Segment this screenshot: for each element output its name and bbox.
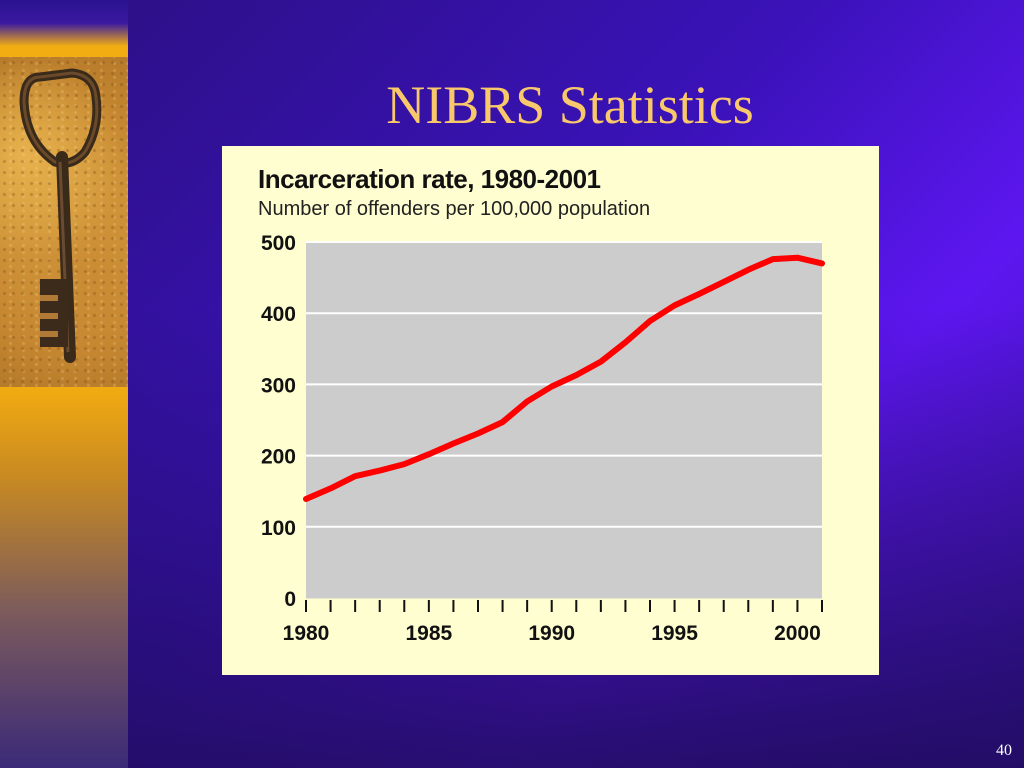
key-icon (19, 68, 102, 363)
plot-area (306, 242, 822, 598)
x-tick-label: 1995 (651, 622, 698, 645)
y-tick-label: 200 (261, 446, 296, 469)
key-photo (0, 57, 128, 387)
series-line (303, 254, 825, 502)
y-tick-label: 0 (284, 588, 296, 611)
chart-subtitle: Number of offenders per 100,000 populati… (258, 198, 651, 220)
incarceration-line-chart: 0 100 200 300 400 500 1980 1985 1990 1995 2000 (261, 232, 825, 645)
chart-panel: Incarceration rate, 1980-2001 Number of … (222, 146, 879, 675)
chart-title: Incarceration rate, 1980-2001 (258, 164, 601, 194)
x-tick-label: 1990 (528, 622, 575, 645)
y-tick-label: 500 (261, 232, 296, 255)
x-tick-label: 1980 (283, 622, 330, 645)
y-tick-label: 100 (261, 517, 296, 540)
left-decorative-strip (0, 0, 128, 768)
x-tick-label: 1985 (405, 622, 452, 645)
slide-title: NIBRS Statistics (386, 75, 754, 135)
page-number: 40 (996, 742, 1012, 759)
y-tick-label: 300 (261, 374, 296, 397)
x-tick-label: 2000 (774, 622, 821, 645)
y-tick-label: 400 (261, 303, 296, 326)
